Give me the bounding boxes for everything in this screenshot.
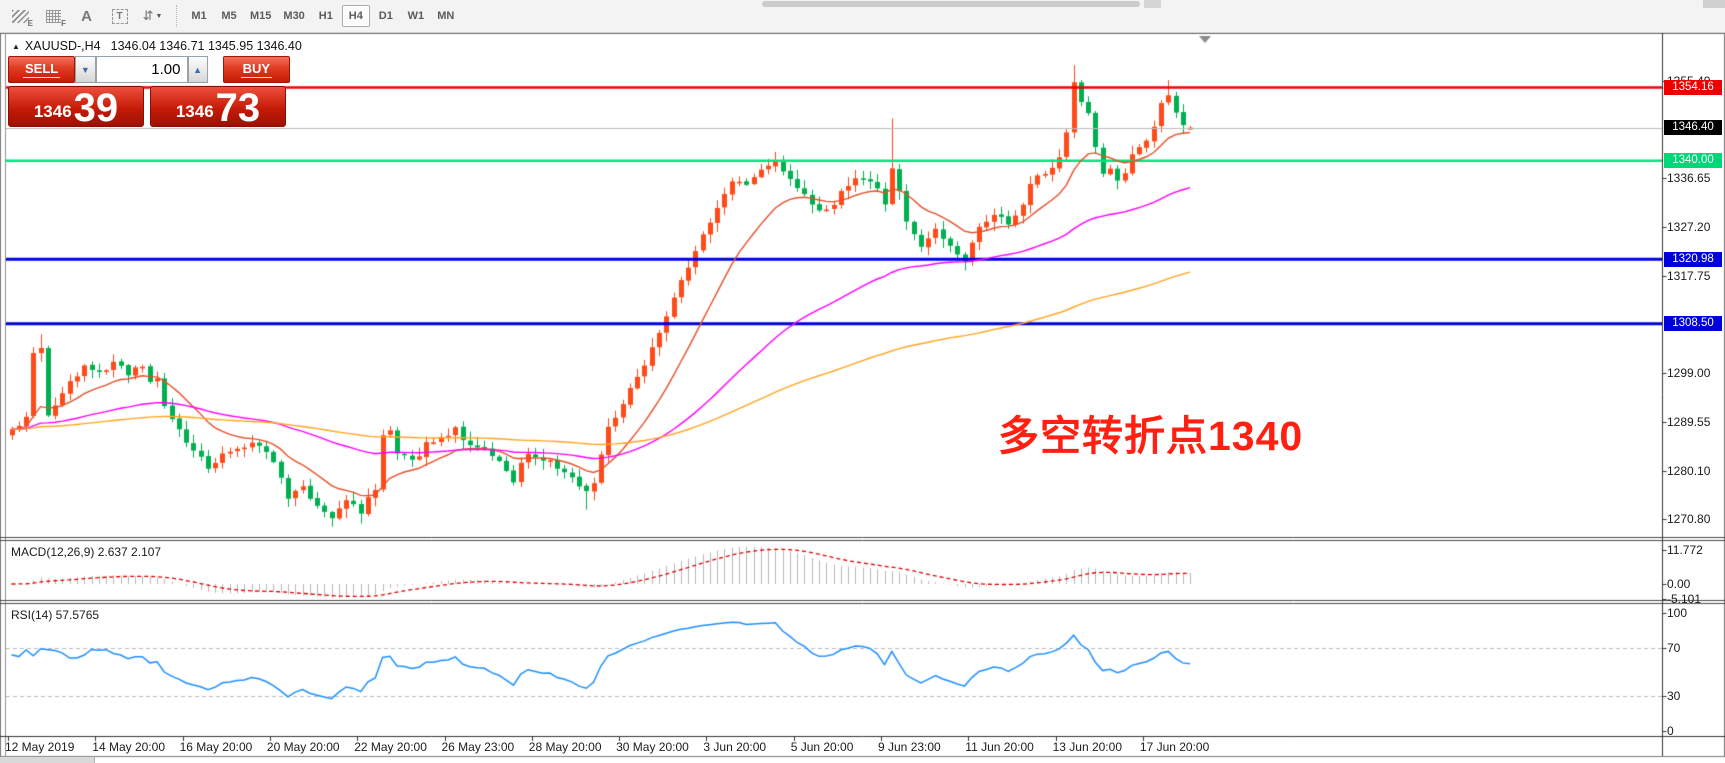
rsi-indicator-label: RSI(14) 57.5765 bbox=[11, 608, 100, 622]
macd-axis-tick: -5.101 bbox=[1667, 591, 1702, 606]
price-axis-tick: 1270.80 bbox=[1667, 511, 1711, 526]
timeframe-m5[interactable]: M5 bbox=[221, 10, 237, 22]
toolbar-tools: E F A T ⇵ ▼ bbox=[4, 4, 169, 28]
time-axis-label: 26 May 23:00 bbox=[441, 740, 515, 754]
buy-quote-panel[interactable]: 1346 73 bbox=[150, 86, 286, 130]
time-axis-label: 30 May 20:00 bbox=[616, 740, 689, 754]
time-axis-label: 16 May 20:00 bbox=[179, 740, 253, 754]
chart-annotation-text: 多空转折点1340 bbox=[998, 413, 1304, 459]
price-badge: 1346.40 bbox=[1664, 120, 1722, 136]
sell-button[interactable]: SELL bbox=[8, 56, 76, 83]
timeframe-toolbar: M1 M5 M15 M30 H1 H4 D1 W1 MN bbox=[184, 5, 461, 27]
sell-price-big: 39 bbox=[73, 86, 119, 130]
rsi-axis-tick: 0 bbox=[1667, 724, 1674, 738]
time-axis-label: 11 Jun 20:00 bbox=[965, 740, 1034, 754]
time-axis-label: 5 Jun 20:00 bbox=[790, 740, 854, 754]
macd-axis-tick: 11.772 bbox=[1667, 543, 1703, 557]
price-badge: 1308.50 bbox=[1664, 316, 1722, 332]
time-axis-label: 13 Jun 20:00 bbox=[1052, 740, 1122, 754]
arrows-tool-icon[interactable]: ⇵ ▼ bbox=[142, 8, 163, 23]
rsi-axis-tick: 30 bbox=[1667, 688, 1681, 703]
time-axis-label: 28 May 20:00 bbox=[528, 740, 602, 754]
price-axis-tick: 1299.00 bbox=[1667, 365, 1711, 380]
sell-quote-panel[interactable]: 1346 39 bbox=[8, 86, 144, 130]
scrollbar-segment bbox=[1144, 0, 1161, 8]
timeframe-h1[interactable]: H1 bbox=[318, 10, 333, 22]
price-axis-tick: 1327.20 bbox=[1667, 220, 1711, 235]
macd-axis-tick: 0.00 bbox=[1667, 577, 1691, 591]
toolbar-separator bbox=[176, 5, 177, 27]
volume-input[interactable] bbox=[95, 56, 188, 83]
chart-title: ▲ XAUUSD-,H4 1346.04 1346.71 1345.95 134… bbox=[12, 39, 302, 53]
price-axis-tick: 1280.10 bbox=[1667, 463, 1711, 478]
price-axis-tick: 1317.75 bbox=[1667, 268, 1711, 283]
price-badge: 1320.98 bbox=[1664, 251, 1722, 267]
rsi-axis-tick: 100 bbox=[1667, 606, 1688, 620]
rsi-axis-tick: 70 bbox=[1667, 641, 1681, 656]
timeframe-mn[interactable]: MN bbox=[437, 10, 455, 22]
volume-increase-button[interactable]: ▲ bbox=[187, 56, 208, 83]
timeframe-m1[interactable]: M1 bbox=[191, 10, 207, 22]
macd-indicator-label: MACD(12,26,9) 2.637 2.107 bbox=[11, 545, 162, 559]
hatch-style-tool-icon[interactable]: E bbox=[7, 4, 34, 28]
text-box-tool-icon[interactable]: T bbox=[106, 4, 133, 28]
symbol-label: XAUUSD-,H4 bbox=[24, 39, 101, 53]
time-axis-label: 3 Jun 20:00 bbox=[703, 740, 767, 754]
sell-price-main: 1346 bbox=[33, 102, 72, 121]
one-click-trading-panel: SELL ▼ ▲ BUY 1346 39 1346 73 bbox=[8, 56, 290, 130]
timeframe-w1[interactable]: W1 bbox=[407, 10, 425, 22]
text-label-tool-icon[interactable]: A bbox=[81, 7, 92, 25]
price-axis-tick: 1336.65 bbox=[1667, 171, 1711, 186]
timeframe-m30[interactable]: M30 bbox=[283, 10, 305, 22]
ohlc-values: 1346.04 1346.71 1345.95 1346.40 bbox=[110, 39, 302, 53]
status-strip bbox=[0, 757, 95, 763]
collapse-icon[interactable]: ▲ bbox=[12, 41, 20, 51]
timeframe-m15[interactable]: M15 bbox=[250, 10, 272, 22]
price-badge: 1354.16 bbox=[1664, 80, 1722, 95]
buy-price-big: 73 bbox=[215, 86, 261, 130]
scrollbar-thumb[interactable] bbox=[762, 1, 1140, 7]
grid-style-tool-icon[interactable]: F bbox=[40, 4, 67, 28]
time-axis-label: 12 May 2019 bbox=[5, 740, 75, 754]
time-axis-label: 14 May 20:00 bbox=[92, 740, 166, 754]
timeframe-d1[interactable]: D1 bbox=[378, 10, 393, 22]
time-axis-label: 17 Jun 20:00 bbox=[1139, 740, 1210, 754]
buy-button[interactable]: BUY bbox=[222, 56, 290, 83]
volume-decrease-button[interactable]: ▼ bbox=[75, 56, 96, 83]
time-axis-label: 20 May 20:00 bbox=[266, 740, 340, 754]
price-badge: 1340.00 bbox=[1664, 153, 1722, 169]
timeframe-h4[interactable]: H4 bbox=[341, 5, 370, 27]
buy-price-main: 1346 bbox=[175, 102, 214, 121]
time-axis-label: 22 May 20:00 bbox=[354, 740, 427, 754]
scrollbar-corner bbox=[1703, 0, 1725, 8]
price-axis-tick: 1289.55 bbox=[1667, 414, 1711, 429]
time-axis-label: 9 Jun 23:00 bbox=[878, 740, 941, 754]
